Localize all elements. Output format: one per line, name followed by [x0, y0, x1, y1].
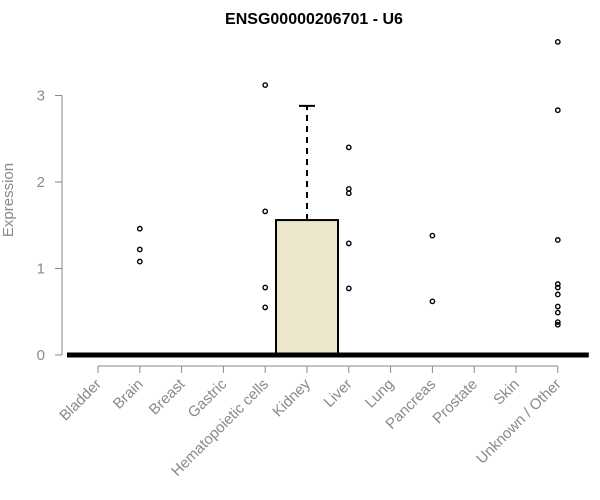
- outlier-point: [345, 240, 352, 247]
- outlier-point: [554, 291, 561, 298]
- outlier-point: [429, 232, 436, 239]
- outlier-point: [554, 237, 561, 243]
- box-kidney: [275, 104, 339, 358]
- x-tick-label: Liver: [321, 376, 356, 411]
- outlier-point: [554, 281, 561, 287]
- outlier-point: [554, 319, 561, 326]
- x-tick-label: Lung: [362, 376, 398, 412]
- box-brain: [108, 225, 171, 358]
- outlier-point: [554, 321, 561, 328]
- x-tick-label: Prostate: [429, 376, 481, 428]
- chart-title: ENSG00000206701 - U6: [225, 11, 403, 28]
- outlier-point: [554, 38, 561, 45]
- x-tick-label: Skin: [490, 376, 523, 409]
- outlier-point: [429, 298, 436, 305]
- outlier-point: [262, 208, 269, 215]
- plot-area: [67, 38, 589, 358]
- outlier-point: [136, 246, 143, 253]
- y-tick-label: 3: [37, 88, 45, 105]
- outlier-point: [554, 284, 561, 291]
- outlier-point: [345, 285, 352, 292]
- outlier-point: [136, 258, 143, 265]
- outlier-point: [262, 304, 269, 311]
- outlier-point: [262, 284, 269, 291]
- outlier-point: [345, 144, 352, 151]
- y-tick-label: 1: [37, 261, 45, 278]
- x-tick-label: Breast: [146, 375, 189, 418]
- x-tick-label: Bladder: [56, 376, 105, 425]
- outlier-point: [554, 303, 561, 310]
- outlier-point: [262, 82, 269, 89]
- x-tick-label: Kidney: [269, 375, 314, 420]
- box-iqr: [275, 219, 339, 356]
- outlier-point: [136, 225, 143, 232]
- y-axis: 0 1 2 3: [37, 88, 63, 364]
- box-unknown-other: [526, 38, 589, 358]
- y-tick-label: 2: [37, 174, 45, 191]
- outlier-point: [345, 190, 352, 197]
- outlier-point: [554, 107, 561, 114]
- box-pancreas: [401, 232, 464, 358]
- x-tick-label: Brain: [110, 376, 147, 413]
- y-tick-label: 0: [37, 347, 45, 364]
- y-axis-label: Expression: [0, 163, 17, 237]
- outlier-point: [554, 309, 561, 316]
